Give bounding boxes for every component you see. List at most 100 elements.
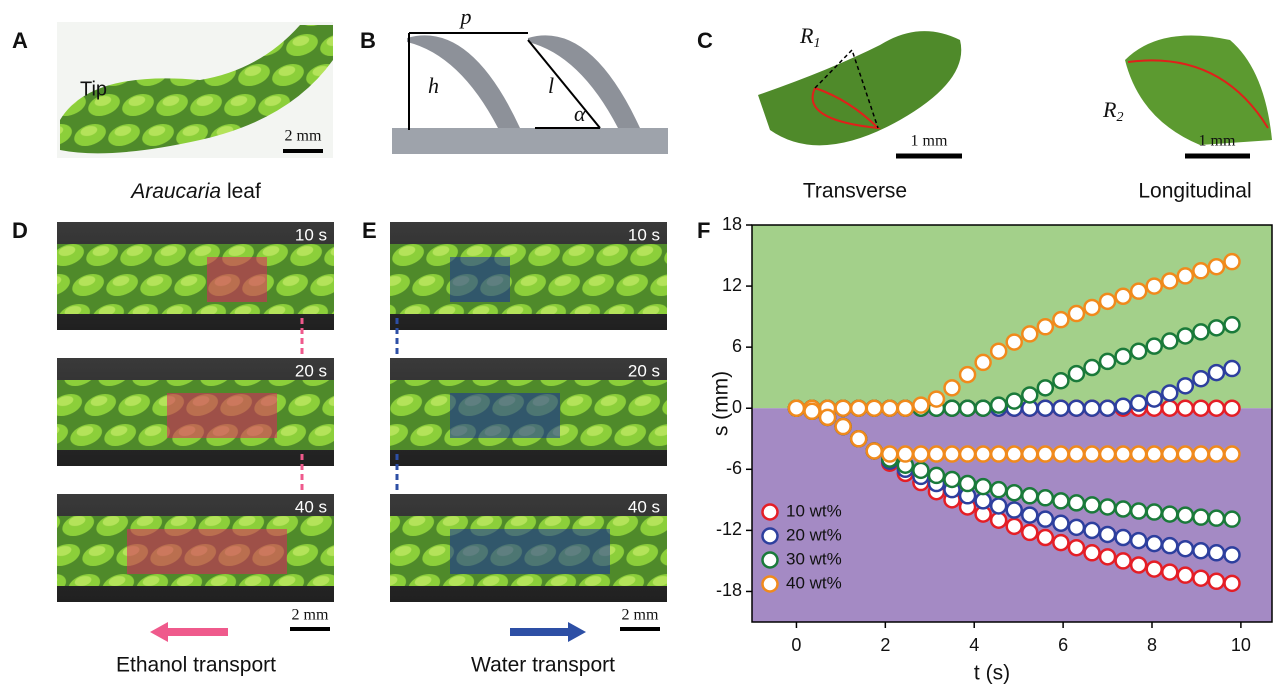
data-point: [1131, 284, 1146, 299]
data-point: [991, 344, 1006, 359]
data-point: [960, 476, 975, 491]
data-point: [1178, 268, 1193, 283]
data-point: [1100, 401, 1115, 416]
data-point: [1131, 533, 1146, 548]
data-point: [1193, 401, 1208, 416]
r-sub: 1: [813, 36, 820, 51]
leaf-photo: [758, 31, 961, 145]
data-point: [1053, 373, 1068, 388]
data-point: [882, 447, 897, 462]
caption: Water transport: [471, 654, 615, 677]
p-label: p: [459, 4, 472, 29]
scale-label: 2 mm: [622, 607, 659, 624]
leaf-photo: [390, 244, 667, 314]
data-point: [1209, 447, 1224, 462]
data-point: [1069, 495, 1084, 510]
panel-a: A Tip 2 mm Araucaria leaf: [12, 22, 333, 203]
scale-label: 2 mm: [285, 128, 322, 145]
liquid: [167, 393, 277, 438]
data-point: [1116, 447, 1131, 462]
data-point: [1178, 541, 1193, 556]
data-point: [1007, 447, 1022, 462]
data-point: [1225, 361, 1240, 376]
data-point: [1100, 354, 1115, 369]
data-point: [1209, 365, 1224, 380]
data-point: [1038, 401, 1053, 416]
data-point: [1100, 447, 1115, 462]
data-point: [1100, 294, 1115, 309]
x-tick-label: 4: [969, 635, 979, 655]
y-tick-label: -18: [716, 580, 742, 600]
data-point: [960, 447, 975, 462]
data-point: [1147, 536, 1162, 551]
liquid: [127, 529, 287, 574]
data-point: [1162, 401, 1177, 416]
data-point: [1085, 401, 1100, 416]
data-point: [1022, 447, 1037, 462]
panel-letter: B: [360, 28, 376, 53]
data-point: [1178, 328, 1193, 343]
data-point: [976, 401, 991, 416]
r1-label: R1: [799, 23, 820, 51]
legend-marker: [763, 505, 778, 520]
time-label: 10 s: [628, 225, 660, 244]
data-point: [1162, 385, 1177, 400]
data-point: [976, 447, 991, 462]
legend-label: 30 wt%: [786, 549, 842, 568]
panel-e: E 2 mm Water transport 10 s20 s40 s: [362, 218, 667, 677]
hair: [407, 35, 520, 128]
scale-label: 1 mm: [911, 133, 948, 150]
data-point: [1193, 371, 1208, 386]
panel-c: C R1 1 mm Transverse R2 1 mm Longitudina…: [697, 23, 1272, 203]
y-tick-label: -12: [716, 519, 742, 539]
data-point: [820, 410, 835, 425]
data-point: [1022, 326, 1037, 341]
data-point: [1162, 447, 1177, 462]
data-point: [836, 401, 851, 416]
data-point: [1178, 508, 1193, 523]
caption: Longitudinal: [1138, 180, 1251, 203]
alpha-label: α: [574, 101, 586, 126]
data-point: [945, 401, 960, 416]
data-point: [976, 355, 991, 370]
data-point: [1225, 576, 1240, 591]
data-point: [1038, 512, 1053, 527]
data-point: [1178, 568, 1193, 583]
leaf-photo: [57, 244, 334, 314]
data-point: [1007, 394, 1022, 409]
liquid: [450, 393, 560, 438]
data-point: [898, 401, 913, 416]
data-point: [1038, 319, 1053, 334]
data-point: [1116, 553, 1131, 568]
data-point: [1225, 317, 1240, 332]
data-point: [1131, 396, 1146, 411]
x-axis-title: t (s): [974, 662, 1010, 685]
data-point: [1022, 387, 1037, 402]
data-point: [976, 493, 991, 508]
data-point: [1038, 490, 1053, 505]
time-label: 20 s: [628, 361, 660, 380]
data-point: [1147, 562, 1162, 577]
data-point: [960, 401, 975, 416]
data-point: [1007, 503, 1022, 518]
y-tick-label: 0: [732, 397, 742, 417]
data-point: [1193, 543, 1208, 558]
data-point: [1225, 254, 1240, 269]
data-point: [1162, 538, 1177, 553]
data-point: [1100, 499, 1115, 514]
data-point: [1147, 279, 1162, 294]
data-point: [1038, 447, 1053, 462]
data-point: [1085, 545, 1100, 560]
data-point: [1116, 349, 1131, 364]
legend-marker: [763, 553, 778, 568]
caption-rest: leaf: [227, 180, 261, 203]
r-symbol: R: [799, 23, 814, 48]
data-point: [1007, 485, 1022, 500]
data-point: [1100, 549, 1115, 564]
caption-italic: Araucaria: [129, 180, 221, 203]
legend-label: 20 wt%: [786, 525, 842, 544]
data-point: [1147, 505, 1162, 520]
data-point: [1085, 497, 1100, 512]
data-point: [789, 401, 804, 416]
